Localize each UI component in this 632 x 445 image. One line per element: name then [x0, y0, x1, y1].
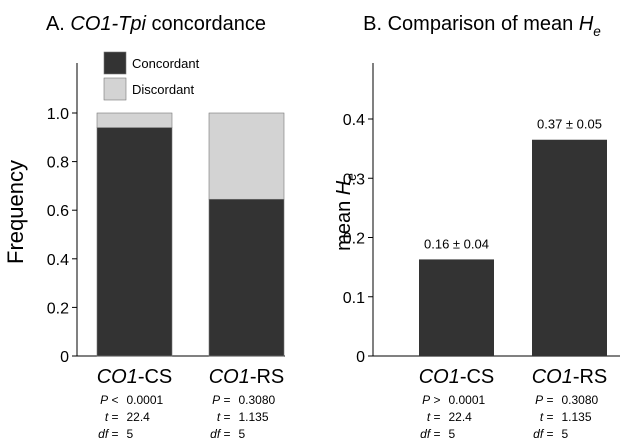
- chart-b-y-tick-label: 0: [356, 349, 365, 366]
- chart-a-stats-symbol: P: [212, 393, 220, 407]
- chart-b-stats-row-label: df =: [420, 427, 440, 441]
- chart-b-y-label: mean He: [333, 173, 359, 251]
- chart-a-y-tick-label: 0: [60, 349, 69, 366]
- chart-b-stats-symbol: P: [535, 393, 543, 407]
- chart-a-bar-discordant-1: [208, 112, 285, 200]
- chart-a-stats-operator: =: [220, 427, 230, 441]
- chart-a-bar-concordant-1: [208, 198, 285, 357]
- chart-a-category-label: CO1-CS: [97, 366, 173, 388]
- legend-label-concordant: Concordant: [132, 56, 200, 71]
- chart-a-stats-symbol: t: [217, 410, 221, 424]
- chart-b-category-label-suffix: -RS: [573, 366, 607, 388]
- chart-a-stats-symbol: t: [105, 410, 109, 424]
- chart-a-stats-symbol: P: [100, 393, 108, 407]
- chart-b-stats-row-value: 0.3080: [562, 393, 599, 407]
- chart-a-stats-row-value: 22.4: [127, 410, 151, 424]
- chart-b-title-part: B. Comparison of mean: [363, 13, 579, 35]
- chart-a-stats-operator: <: [108, 393, 118, 407]
- chart-a-y-tick-label: 0.2: [47, 300, 69, 317]
- chart-b-category-label-gene: CO1: [419, 366, 460, 388]
- chart-a-stats-row-label: P =: [212, 393, 230, 407]
- chart-a-y-tick-label: 1.0: [47, 106, 69, 123]
- legend-label-discordant: Discordant: [132, 82, 195, 97]
- chart-b-stats-row-value: 5: [562, 427, 569, 441]
- chart-b-y-tick-label: 0.3: [343, 171, 365, 188]
- chart-b-stats-row-label: t =: [540, 410, 554, 424]
- chart-b-stats-row-value: 22.4: [449, 410, 473, 424]
- chart-a-stats-row-value: 0.0001: [127, 393, 164, 407]
- chart-a-y-tick-label: 0.4: [47, 252, 69, 269]
- chart-b-stats-symbol: df: [420, 427, 432, 441]
- chart-b-stats-row-value: 1.135: [562, 410, 592, 424]
- chart-b-stats-row-value: 5: [449, 427, 456, 441]
- chart-a-category-label-suffix: -CS: [138, 366, 172, 388]
- chart-b-stats-symbol: t: [540, 410, 544, 424]
- chart-b-bar-0: [419, 259, 494, 356]
- chart-a-stats-row-value: 1.135: [239, 410, 269, 424]
- chart-b-stats-symbol: t: [427, 410, 431, 424]
- chart-a-title-part: CO1-Tpi: [70, 13, 146, 35]
- chart-a-category-label-gene: CO1: [97, 366, 138, 388]
- chart-a-stats-row-label: t =: [105, 410, 119, 424]
- chart-b-title: B. Comparison of mean He: [363, 13, 601, 39]
- chart-a-stats-row-value: 5: [127, 427, 134, 441]
- chart-a-stats-row-label: df =: [98, 427, 118, 441]
- chart-b-title-part: H: [579, 13, 594, 35]
- chart-a-title-part: A.: [46, 13, 70, 35]
- chart-a-category-label-gene: CO1: [209, 366, 250, 388]
- chart-a-category-label: CO1-RS: [209, 366, 285, 388]
- chart-a-bar-concordant-0: [96, 127, 173, 357]
- chart-b-stats-operator: =: [543, 427, 553, 441]
- chart-b-y-tick-label: 0.4: [343, 112, 365, 129]
- chart-b-category-label: CO1-RS: [532, 366, 608, 388]
- chart-b-category-label-gene: CO1: [532, 366, 573, 388]
- chart-b-stats-operator: =: [430, 410, 440, 424]
- chart-a-stats-row-label: df =: [210, 427, 230, 441]
- chart-a-stats-row-label: t =: [217, 410, 231, 424]
- chart-b-stats-row-label: df =: [533, 427, 553, 441]
- chart-a-y-tick-label: 0.8: [47, 155, 69, 172]
- chart-b-y-label-part: H: [333, 180, 355, 195]
- legend-swatch-discordant: [103, 77, 127, 101]
- chart-a-stats-symbol: df: [98, 427, 110, 441]
- legend-swatch-concordant: [103, 51, 127, 75]
- chart-b-stats-symbol: df: [533, 427, 545, 441]
- chart-a-category-label-suffix: -RS: [250, 366, 284, 388]
- chart-b-category-label: CO1-CS: [419, 366, 495, 388]
- chart-b-y-label-part: mean: [333, 195, 355, 251]
- chart-b-stats-operator: =: [430, 427, 440, 441]
- chart-a-title: A. CO1-Tpi concordance: [46, 13, 266, 35]
- chart-a-stats-operator: =: [108, 410, 118, 424]
- chart-a-bar-discordant-0: [96, 112, 173, 128]
- chart-b-data-label: 0.16 ± 0.04: [424, 236, 489, 251]
- chart-b-bar-1: [532, 139, 607, 356]
- chart-a-stats-operator: =: [220, 410, 230, 424]
- chart-b-category-label-suffix: -CS: [460, 366, 494, 388]
- chart-b-y-label-subscript: e: [344, 173, 359, 181]
- chart-b-stats-operator: =: [543, 410, 553, 424]
- chart-b-stats-row-label: P =: [535, 393, 553, 407]
- chart-a-title-part: concordance: [146, 13, 266, 35]
- chart-a-stats-row-value: 0.3080: [239, 393, 276, 407]
- chart-b-y-tick-label: 0.1: [343, 290, 365, 307]
- chart-a-stats-row-label: P <: [100, 393, 118, 407]
- chart-b-y-tick-label: 0.2: [343, 231, 365, 248]
- chart-a-stats-operator: =: [220, 393, 230, 407]
- chart-b-stats-operator: >: [430, 393, 440, 407]
- chart-a-stats-row-value: 5: [239, 427, 246, 441]
- chart-b-title-subscript: e: [593, 24, 601, 39]
- chart-a-y-label: Frequency: [3, 160, 28, 264]
- chart-b-stats-row-value: 0.0001: [449, 393, 486, 407]
- chart-b-stats-symbol: P: [422, 393, 430, 407]
- chart-a-stats-symbol: df: [210, 427, 222, 441]
- chart-a-stats-operator: =: [108, 427, 118, 441]
- chart-b-stats-row-label: P >: [422, 393, 440, 407]
- chart-b-stats-operator: =: [543, 393, 553, 407]
- chart-a-y-tick-label: 0.6: [47, 203, 69, 220]
- chart-b-stats-row-label: t =: [427, 410, 441, 424]
- chart-b-data-label: 0.37 ± 0.05: [537, 117, 602, 132]
